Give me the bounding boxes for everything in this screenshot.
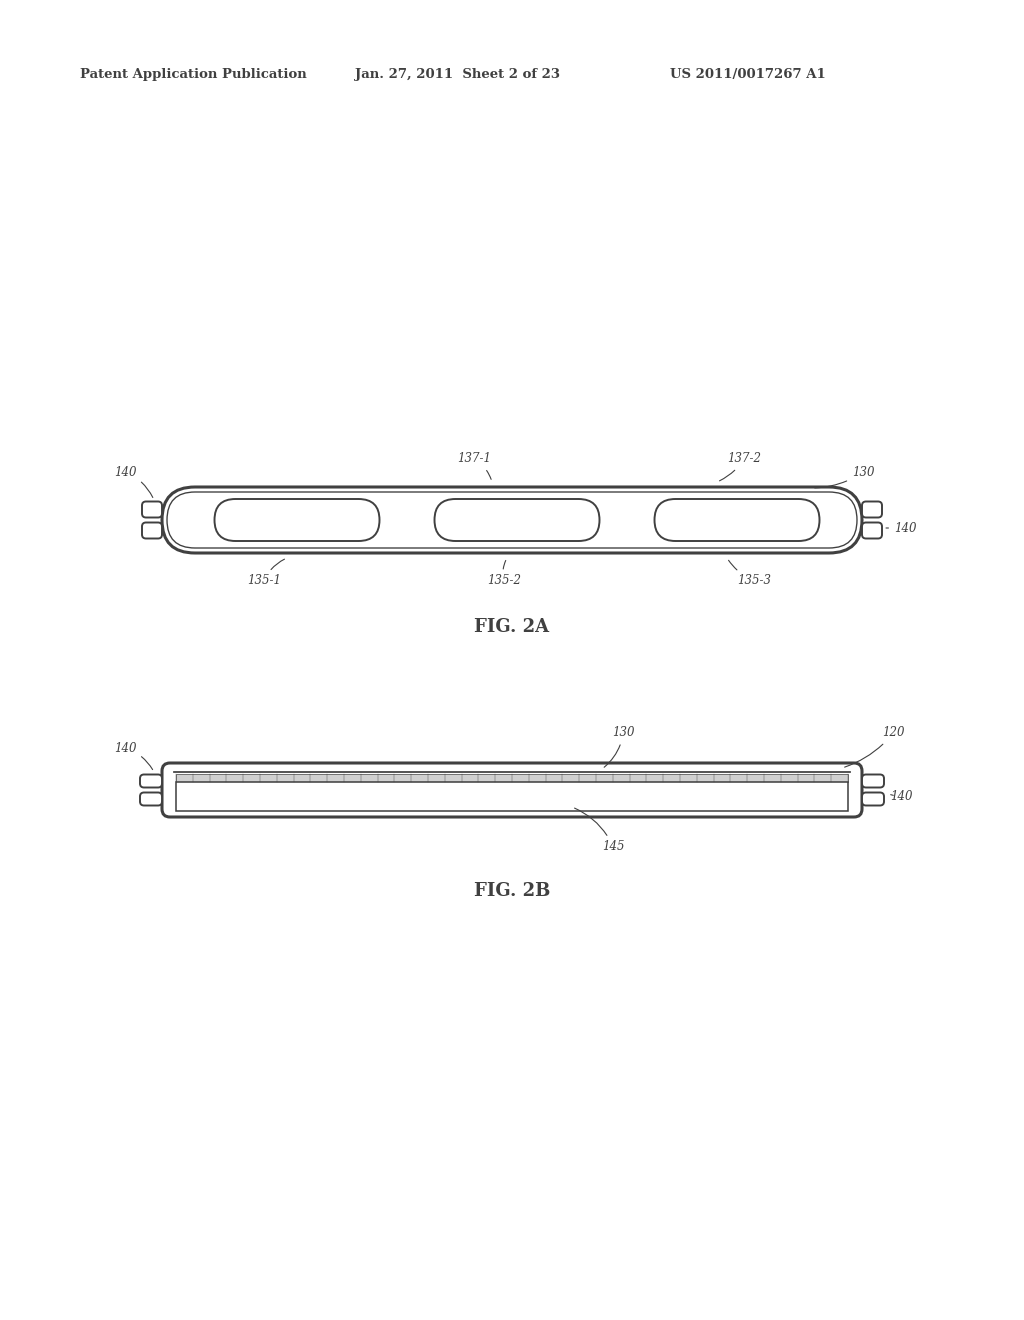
FancyBboxPatch shape <box>214 499 380 541</box>
Text: 135-2: 135-2 <box>487 561 521 587</box>
FancyBboxPatch shape <box>862 502 882 517</box>
Bar <box>176 774 848 781</box>
FancyBboxPatch shape <box>162 487 862 553</box>
Text: 137-1: 137-1 <box>457 453 492 479</box>
Text: 135-3: 135-3 <box>728 560 771 587</box>
Text: Jan. 27, 2011  Sheet 2 of 23: Jan. 27, 2011 Sheet 2 of 23 <box>355 69 560 81</box>
Text: 135-1: 135-1 <box>247 560 285 587</box>
Text: 137-2: 137-2 <box>720 453 761 480</box>
FancyBboxPatch shape <box>862 523 882 539</box>
Text: 120: 120 <box>845 726 904 767</box>
Text: FIG. 2A: FIG. 2A <box>474 618 550 636</box>
Text: 145: 145 <box>574 808 625 854</box>
FancyBboxPatch shape <box>654 499 819 541</box>
FancyBboxPatch shape <box>862 792 884 805</box>
FancyBboxPatch shape <box>434 499 599 541</box>
FancyBboxPatch shape <box>162 763 862 817</box>
Text: 140: 140 <box>890 789 912 803</box>
FancyBboxPatch shape <box>140 775 162 788</box>
Text: 130: 130 <box>604 726 635 767</box>
Text: FIG. 2B: FIG. 2B <box>474 882 550 900</box>
FancyBboxPatch shape <box>167 492 857 548</box>
Text: US 2011/0017267 A1: US 2011/0017267 A1 <box>670 69 825 81</box>
FancyBboxPatch shape <box>142 502 162 517</box>
FancyBboxPatch shape <box>142 523 162 539</box>
Text: 140: 140 <box>114 742 153 770</box>
FancyBboxPatch shape <box>862 775 884 788</box>
Text: 130: 130 <box>815 466 874 488</box>
Text: 140: 140 <box>886 521 916 535</box>
Text: 140: 140 <box>114 466 153 498</box>
Text: Patent Application Publication: Patent Application Publication <box>80 69 307 81</box>
Bar <box>176 781 848 810</box>
FancyBboxPatch shape <box>140 792 162 805</box>
